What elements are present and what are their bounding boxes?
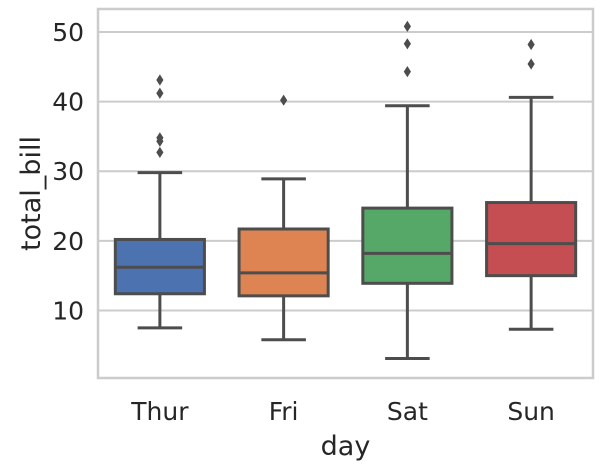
y-tick-label-10: 10	[52, 296, 84, 325]
box-group-sat	[361, 20, 454, 361]
x-axis-label: day	[321, 431, 371, 462]
outlier-point-sun-2	[527, 38, 535, 51]
y-tick-label-50: 50	[52, 18, 84, 47]
box-layer	[113, 20, 578, 361]
outlier-point-sat-1	[403, 66, 411, 78]
box-group-sun	[485, 38, 578, 331]
box-iqr-sun	[485, 201, 578, 278]
box-group-fri	[237, 94, 330, 342]
x-tick-label-sun: Sun	[507, 397, 555, 426]
outlier-point-sat-2	[403, 38, 411, 50]
x-tick-label-sat: Sat	[387, 397, 428, 426]
y-tick-label-20: 20	[52, 227, 84, 256]
y-tick-label-30: 30	[52, 157, 84, 186]
box-iqr-fri	[237, 227, 330, 298]
x-tick-label-fri: Fri	[269, 397, 299, 426]
outlier-point-thur-4	[156, 87, 164, 99]
outlier-point-thur-5	[156, 74, 164, 86]
outlier-point-thur-1	[156, 146, 164, 159]
tick-layer: 10 20 30 40 50 Thur Fri Sat Sun	[52, 18, 555, 426]
x-tick-label-thur: Thur	[130, 397, 189, 426]
box-iqr-sat	[361, 206, 454, 285]
outlier-point-fri-1	[280, 94, 288, 106]
outlier-point-sat-3	[403, 20, 411, 33]
y-tick-label-40: 40	[52, 88, 84, 117]
plot-frame	[96, 7, 595, 380]
outlier-point-sun-1	[527, 58, 535, 70]
box-group-thur	[113, 74, 206, 330]
y-axis-label: total_bill	[16, 136, 47, 251]
outlier-point-thur-3	[156, 132, 164, 144]
